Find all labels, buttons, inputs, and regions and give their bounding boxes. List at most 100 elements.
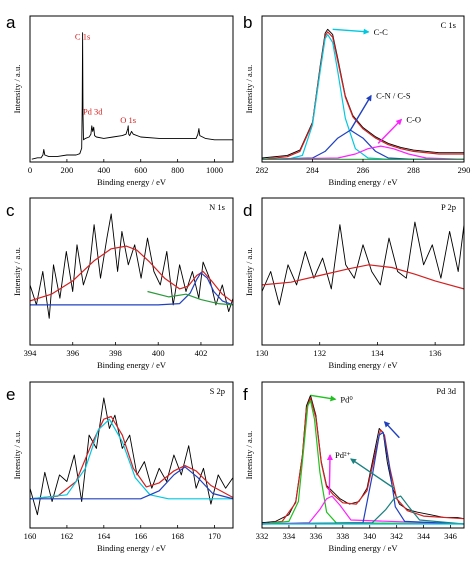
core-level-label-c: N 1s	[209, 202, 225, 212]
x-tick-label-a: 200	[61, 165, 74, 175]
plot-frame-b	[261, 15, 465, 163]
x-tick-label-e: 162	[61, 531, 74, 541]
x-tick-label-f: 338	[336, 531, 349, 541]
panel-letter-b: b	[243, 13, 252, 32]
x-tick-label-b: 290	[458, 165, 471, 175]
panel-f: f 332 334 336 338 340 342 344 346 Binding energy …	[243, 381, 465, 553]
series-line-c-1	[30, 245, 233, 303]
x-tick-label-d: 134	[371, 348, 385, 358]
series-line-f-1	[262, 397, 464, 525]
peak-label-a-2: O 1s	[120, 115, 136, 125]
x-tick-label-e: 170	[208, 531, 221, 541]
x-tick-label-a: 400	[97, 165, 110, 175]
series-line-d-0	[262, 221, 464, 306]
y-axis-label-f: Intensity / a.u.	[244, 431, 254, 480]
series-line-f-5	[262, 495, 464, 525]
core-level-label-e: S 2p	[210, 386, 225, 396]
series-line-e-2	[30, 418, 233, 500]
series-line-f-0	[262, 394, 464, 524]
series-line-f-3	[262, 495, 464, 525]
panel-letter-c: c	[6, 201, 15, 220]
series-line-c-2	[30, 272, 233, 306]
x-tick-label-e: 168	[171, 531, 184, 541]
annotation-arrow-b-2	[377, 118, 403, 144]
panel-b: b 282 284 286 288 290 Binding energy / eV Inten…	[243, 13, 470, 187]
series-line-b-4	[262, 145, 464, 160]
x-axis-label-b: Binding energy / eV	[328, 177, 398, 187]
y-axis-label-d: Intensity / a.u.	[244, 247, 254, 296]
x-tick-label-f: 334	[283, 531, 297, 541]
x-tick-label-b: 282	[256, 165, 269, 175]
x-tick-label-e: 164	[97, 531, 111, 541]
x-axis-label-c: Binding energy / eV	[97, 360, 167, 370]
x-tick-label-b: 288	[407, 165, 420, 175]
annotation-arrow-f-2	[350, 458, 395, 489]
annotation-arrow-b-1	[349, 94, 372, 131]
series-line-e-3	[30, 466, 233, 500]
x-tick-label-c: 394	[24, 348, 38, 358]
plot-frame-a	[29, 15, 234, 163]
x-tick-label-b: 284	[306, 165, 320, 175]
series-line-a-0	[31, 32, 233, 160]
x-tick-label-f: 332	[256, 531, 269, 541]
peak-label-a-1: Pd 3d	[83, 107, 103, 117]
x-tick-label-a: 800	[171, 165, 184, 175]
annotation-label-b-2: C-O	[406, 115, 421, 125]
series-line-d-1	[262, 264, 464, 290]
y-axis-label-b: Intensity / a.u.	[244, 65, 254, 114]
series-line-c-3	[147, 290, 233, 306]
x-axis-label-f: Binding energy / eV	[328, 543, 398, 553]
annotation-label-f-1: Pd²⁺	[335, 450, 352, 460]
x-tick-label-d: 136	[429, 348, 442, 358]
annotation-label-b-1: C-N / C-S	[376, 91, 411, 101]
series-line-b-1	[262, 31, 464, 160]
panel-letter-e: e	[6, 385, 15, 404]
annotation-arrow-f-3	[383, 421, 400, 439]
x-tick-label-f: 340	[363, 531, 376, 541]
panel-letter-a: a	[6, 13, 16, 32]
panel-e: e 160 162 164 166 168 170 Binding energy / eV In…	[6, 381, 234, 553]
plot-frame-f	[261, 381, 465, 529]
x-axis-label-d: Binding energy / eV	[328, 360, 398, 370]
x-tick-label-c: 396	[66, 348, 79, 358]
series-line-f-2	[262, 400, 464, 525]
peak-label-a-0: C 1s	[75, 32, 90, 42]
y-axis-label-a: Intensity / a.u.	[12, 65, 22, 114]
annotation-arrow-f-0	[310, 394, 337, 402]
x-tick-label-f: 344	[417, 531, 431, 541]
x-tick-label-e: 160	[24, 531, 37, 541]
annotation-arrow-f-1	[326, 454, 333, 495]
x-tick-label-a: 1000	[206, 165, 223, 175]
annotation-label-b-0: C-C	[374, 27, 389, 37]
x-tick-label-f: 336	[309, 531, 322, 541]
annotation-arrow-b-0	[332, 28, 370, 35]
x-tick-label-a: 600	[134, 165, 147, 175]
core-level-label-d: P 2p	[441, 202, 456, 212]
x-axis-label-a: Binding energy / eV	[97, 177, 167, 187]
x-axis-label-e: Binding energy / eV	[97, 543, 167, 553]
panel-letter-f: f	[243, 385, 248, 404]
series-line-b-3	[262, 129, 464, 160]
annotation-label-f-0: Pd⁰	[340, 394, 353, 404]
series-line-f-4	[262, 431, 464, 525]
plot-frame-c	[29, 197, 234, 346]
y-axis-label-e: Intensity / a.u.	[12, 431, 22, 480]
series-line-c-0	[30, 213, 233, 319]
plot-frame-d	[261, 197, 465, 346]
panel-d: d 130 132 134 136 Binding energy / eV Intensit…	[243, 197, 465, 370]
panel-c: c 394 396 398 400 402 Binding energy / eV Inten…	[6, 197, 234, 370]
x-tick-label-c: 402	[195, 348, 208, 358]
x-tick-label-b: 286	[357, 165, 370, 175]
series-line-e-0	[30, 397, 233, 516]
x-tick-label-c: 400	[152, 348, 165, 358]
series-line-b-2	[262, 33, 464, 160]
panel-a: a 0 200 400 600 800 1000 Binding energy / eV Int…	[6, 13, 234, 187]
x-tick-label-d: 130	[256, 348, 269, 358]
x-tick-label-e: 166	[134, 531, 147, 541]
series-line-e-1	[30, 415, 233, 500]
plot-frame-e	[29, 381, 234, 529]
x-tick-label-c: 398	[109, 348, 122, 358]
x-tick-label-d: 132	[313, 348, 326, 358]
panel-letter-d: d	[243, 201, 252, 220]
